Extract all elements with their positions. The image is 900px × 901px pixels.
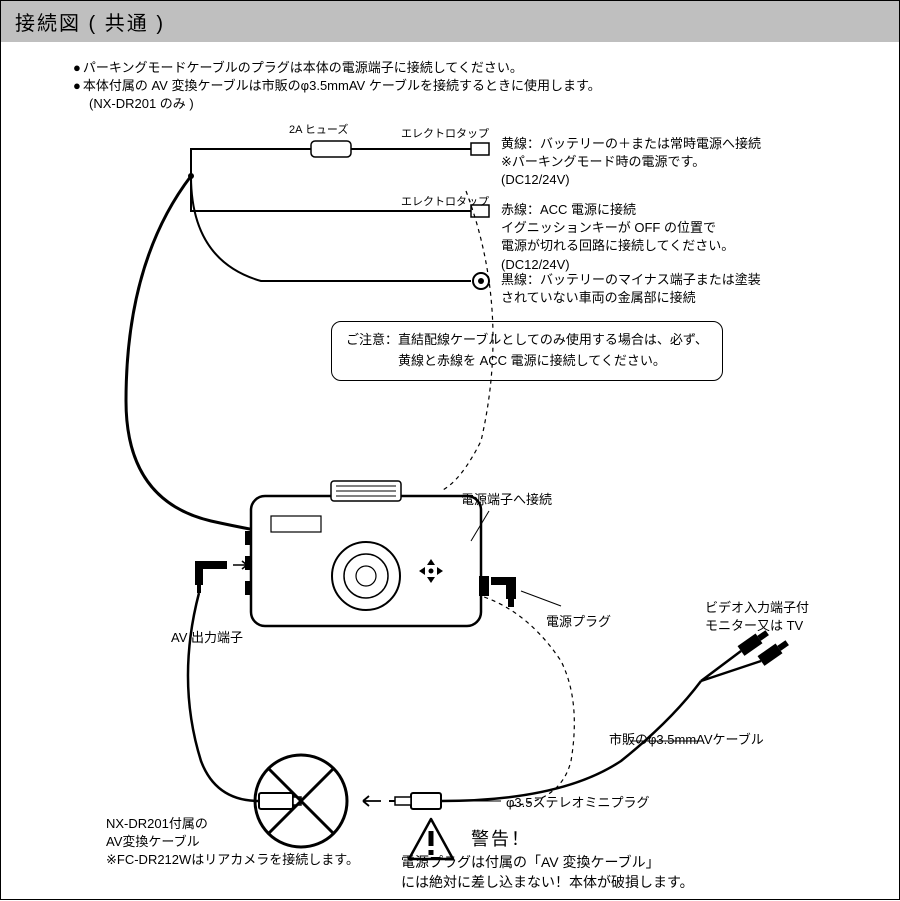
caution-text: ご注意：直結配線ケーブルとしてのみ使用する場合は、必ず、 黄線と赤線を ACC … [346, 332, 708, 368]
title-text: 接続図 ( 共通 ) [15, 13, 165, 35]
av-out-label: AV 出力端子 [171, 629, 243, 647]
device-icon [245, 481, 489, 626]
monitor-label: ビデオ入力端子付 モニター又は TV [705, 599, 809, 635]
bullet-2-note: (NX-DR201 のみ ) [89, 95, 194, 113]
power-terminal-label: 電源端子へ接続 [461, 491, 552, 509]
power-plug-icon [491, 577, 516, 607]
black-wire-label: 黒線：バッテリーのマイナス端子または塗装 されていない車両の金属部に接続 [501, 271, 761, 307]
adapter-jack-icon [259, 793, 301, 809]
bullet-2: 本体付属の AV 変換ケーブルは市販のφ3.5mmAV ケーブルを接続するときに… [73, 77, 601, 95]
av-cable-label: 市販のφ3.5mmAVケーブル [609, 731, 764, 749]
bullet-1: パーキングモードケーブルのプラグは本体の電源端子に接続してください。 [73, 59, 523, 77]
warning-body: 電源プラグは付属の「AV 変換ケーブル」 には絶対に差し込まない！本体が破損しま… [401, 853, 694, 892]
bullet-2-text: 本体付属の AV 変換ケーブルは市販のφ3.5mmAV ケーブルを接続するときに… [83, 78, 601, 93]
rca-plug-2-icon [758, 638, 791, 666]
fuse-label: 2A ヒューズ [289, 123, 348, 138]
etap2-label: エレクトロタップ [401, 195, 489, 210]
power-plug-label: 電源プラグ [546, 613, 611, 631]
warning-title: 警告！ [471, 827, 531, 852]
stereo-plug-label: φ3.5ステレオミニプラグ [506, 794, 650, 812]
bullet-1-text: パーキングモードケーブルのプラグは本体の電源端子に接続してください。 [83, 60, 523, 75]
yellow-wire-label: 黄線：バッテリーの＋または常時電源へ接続 ※パーキングモード時の電源です。 (D… [501, 135, 761, 190]
stereo-plug-icon [389, 793, 441, 809]
etap1-label: エレクトロタップ [401, 127, 489, 142]
red-wire-label: 赤線：ACC 電源に接続 イグニッションキーが OFF の位置で 電源が切れる回… [501, 201, 734, 274]
caution-box: ご注意：直結配線ケーブルとしてのみ使用する場合は、必ず、 黄線と赤線を ACC … [331, 321, 723, 381]
av-out-plug-icon [195, 561, 227, 593]
adapter-label: NX-DR201付属の AV変換ケーブル ※FC-DR212Wはリアカメラを接続… [106, 815, 359, 870]
page-title: 接続図 ( 共通 ) [1, 1, 899, 42]
